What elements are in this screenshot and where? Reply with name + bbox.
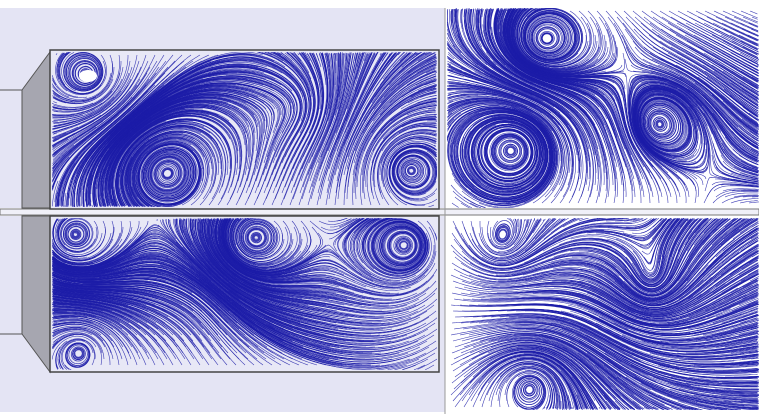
center-wall xyxy=(0,209,759,215)
streamline-figure xyxy=(0,0,759,414)
vortex-core xyxy=(79,70,97,82)
